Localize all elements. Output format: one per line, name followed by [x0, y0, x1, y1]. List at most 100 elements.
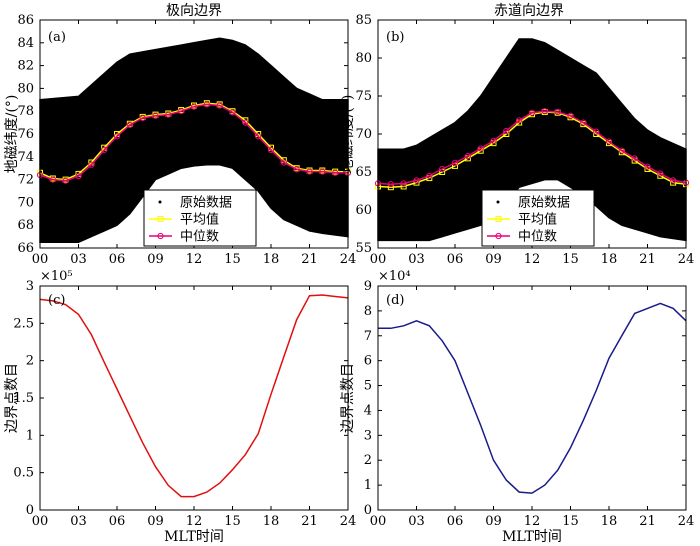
x-tick-label: 03: [70, 252, 87, 267]
x-tick-label: 24: [340, 514, 357, 529]
y-tick-label: 0.5: [13, 466, 34, 481]
median-point: [413, 177, 420, 184]
x-tick-label: 09: [147, 514, 164, 529]
x-tick-label: 03: [70, 514, 87, 529]
x-tick-label: 18: [263, 252, 280, 267]
y-tick-label: 72: [17, 173, 34, 188]
median-point: [293, 166, 300, 173]
median-point: [319, 168, 326, 175]
median-point: [229, 109, 236, 116]
series-line-median: [377, 110, 687, 185]
median-point: [126, 121, 133, 128]
y-tick-label: 2.5: [13, 316, 34, 331]
y-tick-label: 65: [355, 165, 372, 180]
median-point: [62, 177, 69, 184]
panel-c-xlabel: MLT时间: [164, 529, 224, 545]
legend-entry-label: 平均值: [518, 212, 557, 228]
y-tick-label: 0: [26, 503, 34, 518]
y-tick-label: 75: [355, 89, 372, 104]
ticks-c: 00 03 06 09 12 15 18 21 24 0 0.5 1 1.5 2 2.5 3: [13, 279, 356, 529]
y-tick-label: 1: [364, 478, 372, 493]
median-point: [618, 147, 625, 154]
legend-entry-label: 中位数: [180, 230, 219, 245]
median-point: [306, 168, 313, 175]
y-tick-label: 70: [355, 127, 372, 142]
x-tick-label: 12: [186, 514, 203, 529]
x-tick-label: 12: [524, 514, 541, 529]
x-tick-label: 00: [370, 252, 387, 267]
median-point: [242, 119, 249, 126]
y-tick-label: 55: [355, 241, 372, 256]
y-tick-label: 84: [17, 36, 34, 51]
median-point: [657, 170, 664, 177]
median-point: [280, 159, 287, 166]
y-tick-label: 78: [17, 104, 34, 119]
y-tick-label: 7: [364, 329, 372, 344]
panel-a-label: (a): [48, 30, 66, 45]
x-tick-label: 15: [224, 252, 241, 267]
median-point: [516, 117, 523, 124]
y-tick-label: 76: [17, 127, 34, 142]
y-tick-label: 3: [26, 279, 34, 294]
panel-c-exponent: ×10⁵: [40, 269, 73, 284]
x-tick-label: 06: [109, 252, 126, 267]
legend-swatch-marker: [495, 216, 502, 222]
panel-a: 极向边界 00 03 06 09 12 15 18 21 24 66 68 70 72 74 76 78 80 8…: [4, 3, 356, 267]
x-tick-label: 09: [485, 514, 502, 529]
panel-c-ylabel: 边界点数目: [4, 363, 20, 433]
x-tick-label: 09: [147, 252, 164, 267]
median-point: [631, 155, 638, 162]
x-tick-label: 06: [109, 514, 126, 529]
median-point: [113, 133, 121, 140]
y-tick-label: 70: [17, 195, 34, 210]
x-tick-label: 06: [447, 252, 464, 267]
panel-d-label: (d): [386, 293, 404, 308]
median-point: [567, 112, 574, 119]
x-tick-label: 00: [370, 514, 387, 529]
x-tick-label: 15: [562, 514, 579, 529]
legend-entry-label: 平均值: [180, 212, 219, 228]
y-tick-label: 6: [364, 354, 372, 369]
panel-c: 00 03 06 09 12 15 18 21 24 0 0.5 1 1.5 2 2.5 3 ×10⁵ (c)…: [4, 269, 356, 545]
y-tick-label: 2: [364, 453, 372, 468]
legend-entry-label: 原始数据: [518, 196, 570, 211]
median-point: [332, 169, 339, 176]
median-point: [554, 108, 561, 116]
series-group-c: [39, 294, 349, 498]
median-point: [152, 112, 159, 119]
y-tick-label: 80: [355, 51, 372, 66]
y-tick-label: 4: [364, 403, 372, 418]
x-tick-label: 12: [524, 252, 541, 267]
x-tick-label: 15: [562, 252, 579, 267]
median-point: [75, 173, 82, 180]
x-tick-label: 24: [340, 252, 357, 267]
median-point: [490, 137, 497, 144]
y-tick-label: 1.5: [13, 391, 34, 406]
y-tick-label: 8: [364, 304, 372, 319]
series-group-b: [374, 108, 690, 191]
ticks-b: 00 03 06 09 12 15 18 21 24 55 60 65 70 75 80 85: [355, 13, 694, 267]
median-point: [178, 108, 185, 115]
x-tick-label: 15: [224, 514, 241, 529]
x-tick-label: 24: [678, 514, 695, 529]
panel-d-ylabel: 边界点数目: [340, 363, 356, 433]
y-tick-label: 9: [364, 279, 372, 294]
x-tick-label: 00: [32, 252, 49, 267]
median-point: [49, 176, 56, 183]
x-tick-label: 18: [263, 514, 280, 529]
median-point: [477, 145, 484, 152]
x-tick-label: 18: [601, 514, 618, 529]
median-point: [267, 146, 275, 154]
plot-frame-d: [377, 285, 687, 511]
y-tick-label: 82: [17, 59, 34, 74]
legend-swatch-marker: [157, 232, 164, 240]
median-point: [503, 127, 510, 135]
series-line-count: [39, 294, 349, 498]
y-tick-label: 74: [17, 150, 34, 165]
median-point: [400, 180, 407, 187]
x-tick-label: 09: [485, 252, 502, 267]
